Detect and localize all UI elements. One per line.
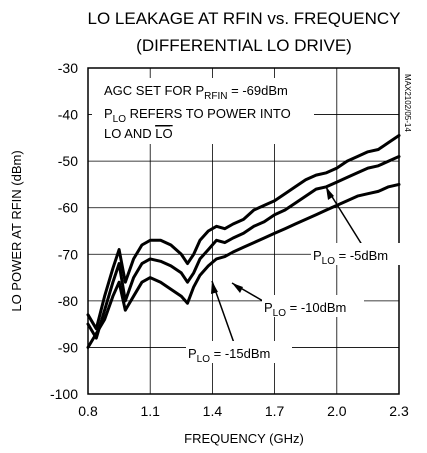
series-line-0 xyxy=(86,134,401,331)
y-tick-label: -60 xyxy=(58,200,78,216)
x-axis-label: FREQUENCY (GHz) xyxy=(184,431,304,446)
side-code: MAX2102/05-14 xyxy=(403,74,412,132)
x-tick-label: 0.8 xyxy=(78,403,98,419)
label-5dbm: PLO = -5dBm xyxy=(313,248,388,267)
x-tick-label: 1.7 xyxy=(265,403,285,419)
series-line-2 xyxy=(86,182,401,349)
label-15dbm-sub: LO xyxy=(197,354,211,365)
label-10dbm-sub: LO xyxy=(273,308,287,319)
y-tick-label: -40 xyxy=(58,107,78,123)
arrow-5dbm xyxy=(325,186,365,249)
label-10dbm: PLO = -10dBm xyxy=(264,300,346,319)
chart-title-line1: LO LEAKAGE AT RFIN vs. FREQUENCY xyxy=(88,9,401,28)
label-10dbm-prefix: P xyxy=(264,300,273,315)
y-tick-label: -30 xyxy=(58,60,78,76)
note-line-1-prefix: AGC SET FOR P xyxy=(104,83,204,98)
y-tick-label: -80 xyxy=(58,293,78,309)
note-line-1: AGC SET FOR PRFIN = -69dBm xyxy=(104,83,288,102)
y-tick-label: -70 xyxy=(58,246,78,262)
notes-box: AGC SET FOR PRFIN = -69dBm PLO REFERS TO… xyxy=(92,78,314,144)
x-tick-label: 1.1 xyxy=(140,403,160,419)
y-tick-label: -90 xyxy=(58,339,78,355)
x-tick-label: 1.4 xyxy=(203,403,223,419)
note-line-2-suffix: REFERS TO POWER INTO xyxy=(126,106,291,121)
label-10dbm-suffix: = -10dBm xyxy=(286,300,346,315)
annotation-15dbm: PLO = -15dBm xyxy=(186,280,292,365)
plot-frame xyxy=(87,67,400,395)
note-line-2-sub: LO xyxy=(113,114,127,125)
y-tick-labels: -30 -40 -50 -60 -70 -80 -90 -100 xyxy=(50,60,78,402)
note-line-1-sub: RFIN xyxy=(204,91,227,102)
x-tick-label: 2.3 xyxy=(389,403,409,419)
label-5dbm-sub: LO xyxy=(322,256,336,267)
y-axis-label: LO POWER AT RFIN (dBm) xyxy=(9,150,24,311)
label-5dbm-suffix: = -5dBm xyxy=(335,248,388,263)
series-line-1 xyxy=(86,155,401,340)
label-15dbm: PLO = -15dBm xyxy=(188,346,270,365)
arrowhead-5dbm xyxy=(326,187,334,200)
chart-title-line2: (DIFFERENTIAL LO DRIVE) xyxy=(136,36,352,55)
series-lines xyxy=(86,134,401,349)
note-line-3-prefix: LO AND xyxy=(104,126,155,141)
label-15dbm-prefix: P xyxy=(188,346,197,361)
note-line-1-suffix: = -69dBm xyxy=(228,83,288,98)
arrowhead-10dbm xyxy=(232,283,243,293)
note-line-2-prefix: P xyxy=(104,106,113,121)
y-tick-label: -50 xyxy=(58,153,78,169)
x-tick-label: 2.0 xyxy=(327,403,347,419)
annotation-5dbm: PLO = -5dBm xyxy=(311,186,407,267)
y-tick-label: -100 xyxy=(50,386,78,402)
note-line-2: PLO REFERS TO POWER INTO xyxy=(104,106,291,125)
x-tick-labels: 0.8 1.1 1.4 1.7 2.0 2.3 xyxy=(78,403,409,419)
note-line-3: LO AND LO xyxy=(104,126,173,141)
arrowhead-15dbm xyxy=(211,281,218,294)
label-5dbm-prefix: P xyxy=(313,248,322,263)
note-line-3-bar: LO xyxy=(155,126,172,141)
annotation-10dbm: PLO = -10dBm xyxy=(231,282,364,319)
label-15dbm-suffix: = -15dBm xyxy=(210,346,270,361)
